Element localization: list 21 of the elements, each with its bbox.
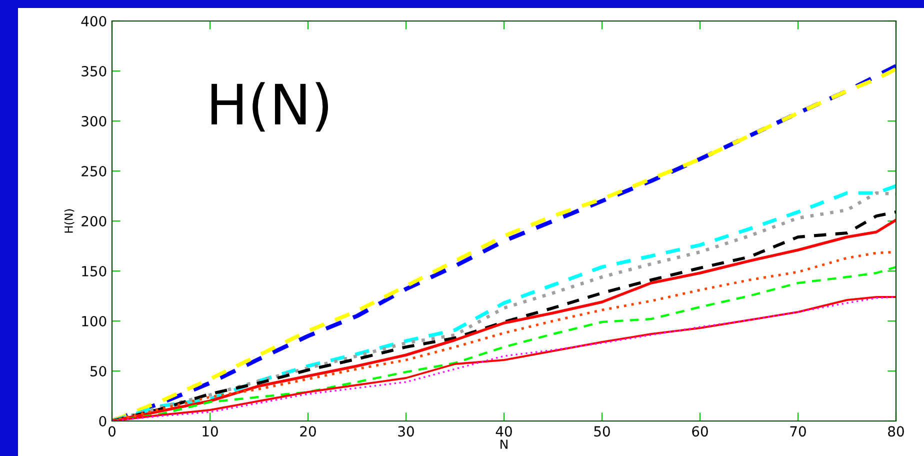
x-tick-label: 20 <box>300 426 316 437</box>
x-tick-label: 70 <box>790 426 806 437</box>
x-tick-label: 50 <box>594 426 610 437</box>
y-tick-label: 300 <box>82 116 106 126</box>
y-tick-label: 350 <box>82 66 106 76</box>
y-tick-label: 150 <box>82 266 106 276</box>
y-axis-title: H(N) <box>64 209 74 233</box>
y-tick-label: 50 <box>90 366 106 376</box>
x-tick-label: 30 <box>398 426 414 437</box>
x-tick-label: 60 <box>692 426 708 437</box>
y-tick-label: 250 <box>82 166 106 176</box>
x-axis-title: N <box>500 440 508 449</box>
y-tick-label: 200 <box>82 216 106 226</box>
y-tick-label: 100 <box>82 316 106 326</box>
x-tick-label: 10 <box>202 426 218 437</box>
x-tick-label: 0 <box>108 426 116 437</box>
annotation: H(N) <box>212 82 328 132</box>
x-tick-label: 80 <box>888 426 904 437</box>
y-tick-label: 0 <box>99 416 106 426</box>
x-tick-label: 40 <box>496 426 512 437</box>
y-tick-label: 400 <box>81 16 106 26</box>
